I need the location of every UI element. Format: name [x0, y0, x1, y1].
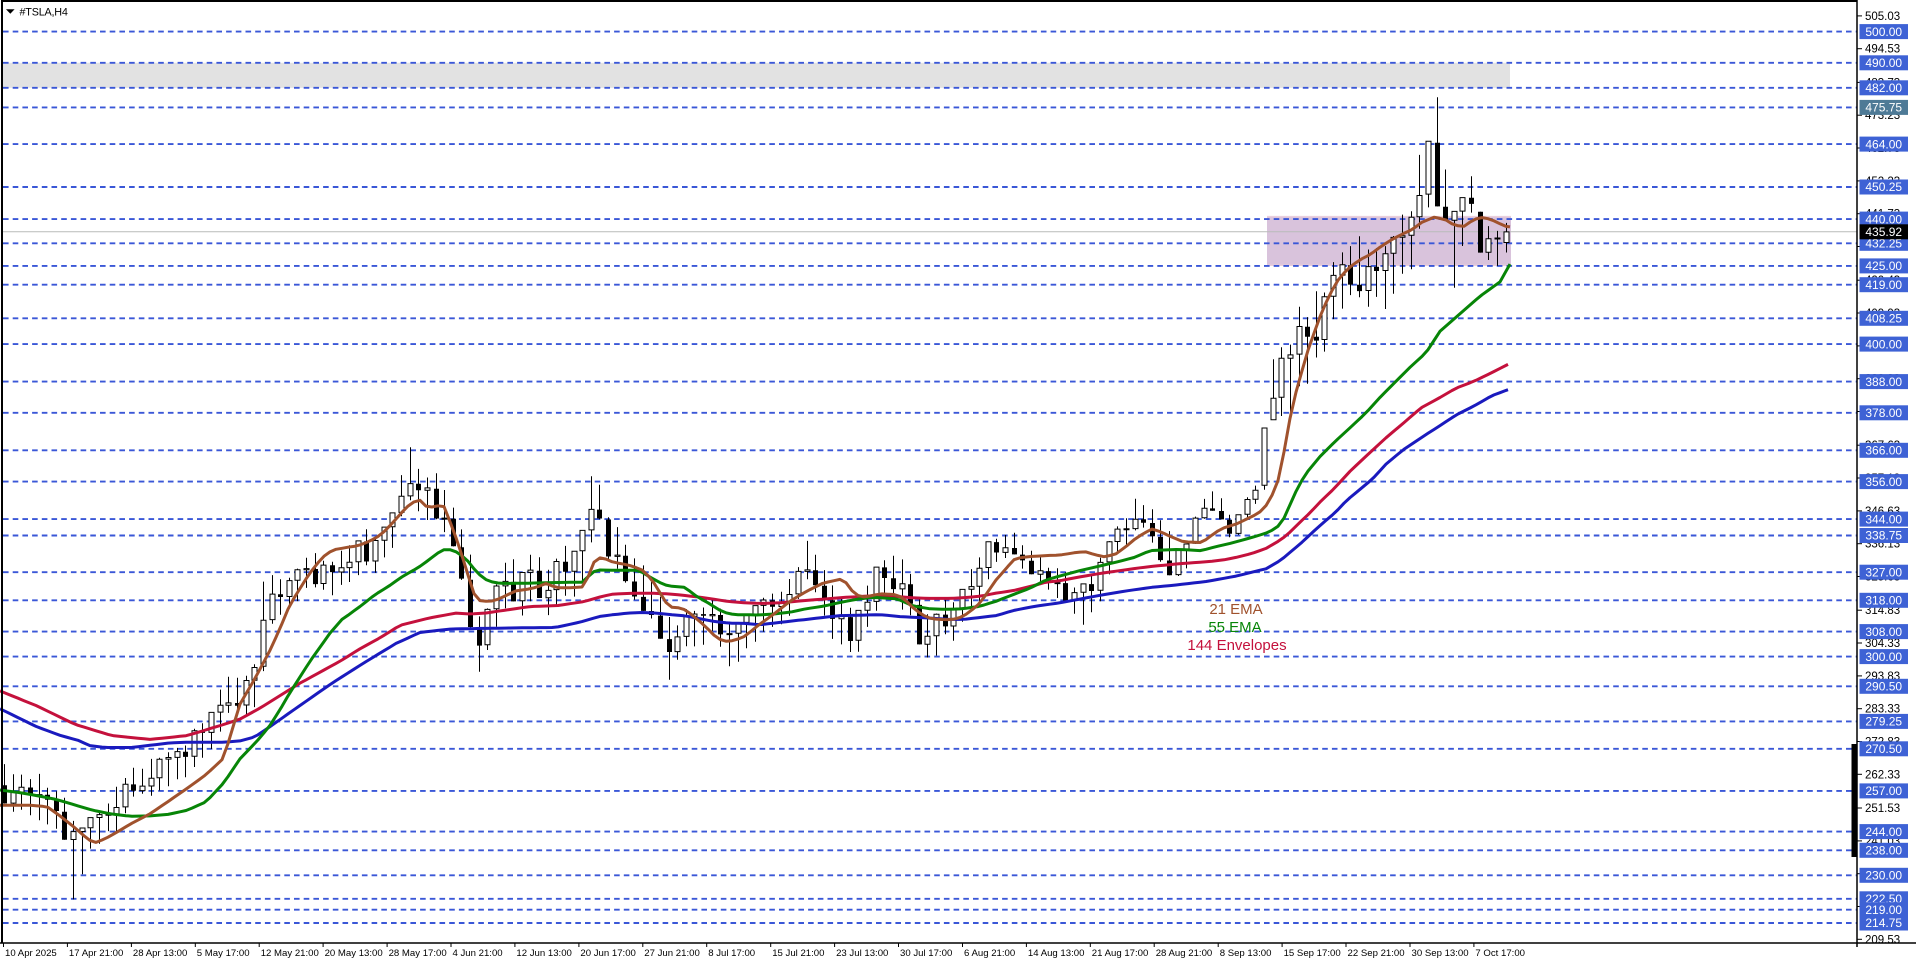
- svg-text:300.00: 300.00: [1865, 650, 1902, 664]
- svg-text:270.50: 270.50: [1865, 742, 1902, 756]
- svg-text:21 Aug 17:00: 21 Aug 17:00: [1092, 948, 1149, 959]
- svg-text:304.33: 304.33: [1865, 638, 1900, 650]
- svg-text:244.00: 244.00: [1865, 825, 1902, 839]
- svg-text:290.50: 290.50: [1865, 680, 1902, 694]
- svg-text:20 Jun 17:00: 20 Jun 17:00: [580, 948, 635, 959]
- svg-text:15 Jul 21:00: 15 Jul 21:00: [772, 948, 824, 959]
- svg-text:308.00: 308.00: [1865, 625, 1902, 639]
- svg-text:17 Apr 21:00: 17 Apr 21:00: [69, 948, 123, 959]
- svg-text:435.92: 435.92: [1865, 225, 1902, 239]
- svg-text:209.53: 209.53: [1865, 934, 1900, 946]
- svg-text:4 Jun 21:00: 4 Jun 21:00: [453, 948, 503, 959]
- svg-text:482.00: 482.00: [1865, 81, 1902, 95]
- svg-text:318.00: 318.00: [1865, 594, 1902, 608]
- svg-text:214.75: 214.75: [1865, 916, 1902, 930]
- svg-text:8 Sep 13:00: 8 Sep 13:00: [1220, 948, 1272, 959]
- svg-text:219.00: 219.00: [1865, 903, 1902, 917]
- svg-text:251.53: 251.53: [1865, 803, 1900, 815]
- svg-text:283.33: 283.33: [1865, 704, 1900, 716]
- svg-text:400.00: 400.00: [1865, 337, 1902, 351]
- svg-text:10 Apr 2025: 10 Apr 2025: [5, 948, 57, 959]
- svg-text:505.03: 505.03: [1865, 11, 1900, 23]
- svg-text:440.00: 440.00: [1865, 212, 1902, 226]
- svg-text:500.00: 500.00: [1865, 25, 1902, 39]
- svg-text:464.00: 464.00: [1865, 137, 1902, 151]
- svg-text:490.00: 490.00: [1865, 56, 1902, 70]
- svg-text:21 EMA: 21 EMA: [1209, 601, 1262, 618]
- svg-text:12 May 21:00: 12 May 21:00: [261, 948, 319, 959]
- svg-text:238.00: 238.00: [1865, 844, 1902, 858]
- svg-text:14 Aug 13:00: 14 Aug 13:00: [1028, 948, 1085, 959]
- svg-text:257.00: 257.00: [1865, 784, 1902, 798]
- svg-text:8 Jul 17:00: 8 Jul 17:00: [708, 948, 755, 959]
- svg-text:408.25: 408.25: [1865, 312, 1902, 326]
- svg-text:6 Aug 21:00: 6 Aug 21:00: [964, 948, 1015, 959]
- svg-text:388.00: 388.00: [1865, 375, 1902, 389]
- svg-text:230.00: 230.00: [1865, 869, 1902, 883]
- svg-text:450.25: 450.25: [1865, 180, 1902, 194]
- svg-text:338.75: 338.75: [1865, 529, 1902, 543]
- svg-text:419.00: 419.00: [1865, 278, 1902, 292]
- svg-text:12 Jun 13:00: 12 Jun 13:00: [516, 948, 571, 959]
- svg-text:28 Apr 13:00: 28 Apr 13:00: [133, 948, 187, 959]
- svg-text:432.25: 432.25: [1865, 237, 1902, 251]
- svg-text:356.00: 356.00: [1865, 475, 1902, 489]
- svg-text:7 Oct 17:00: 7 Oct 17:00: [1475, 948, 1525, 959]
- svg-text:344.00: 344.00: [1865, 512, 1902, 526]
- svg-text:28 Aug 21:00: 28 Aug 21:00: [1156, 948, 1213, 959]
- svg-text:15 Sep 17:00: 15 Sep 17:00: [1284, 948, 1341, 959]
- svg-text:327.00: 327.00: [1865, 565, 1902, 579]
- svg-text:366.00: 366.00: [1865, 444, 1902, 458]
- svg-text:30 Jul 17:00: 30 Jul 17:00: [900, 948, 952, 959]
- svg-text:#TSLA,H4: #TSLA,H4: [20, 7, 68, 19]
- svg-text:5 May 17:00: 5 May 17:00: [197, 948, 250, 959]
- svg-text:30 Sep 13:00: 30 Sep 13:00: [1412, 948, 1469, 959]
- svg-text:20 May 13:00: 20 May 13:00: [325, 948, 383, 959]
- svg-text:475.75: 475.75: [1865, 101, 1902, 115]
- svg-text:23 Jul 13:00: 23 Jul 13:00: [836, 948, 888, 959]
- svg-text:494.53: 494.53: [1865, 44, 1900, 56]
- svg-text:279.25: 279.25: [1865, 715, 1902, 729]
- svg-text:378.00: 378.00: [1865, 406, 1902, 420]
- svg-text:144 Envelopes: 144 Envelopes: [1187, 637, 1286, 654]
- svg-text:28 May 17:00: 28 May 17:00: [389, 948, 447, 959]
- svg-text:425.00: 425.00: [1865, 259, 1902, 273]
- svg-text:22 Sep 21:00: 22 Sep 21:00: [1348, 948, 1405, 959]
- svg-text:262.33: 262.33: [1865, 769, 1900, 781]
- svg-text:27 Jun 21:00: 27 Jun 21:00: [644, 948, 699, 959]
- svg-text:55 EMA: 55 EMA: [1208, 619, 1261, 636]
- svg-text:314.83: 314.83: [1865, 605, 1900, 617]
